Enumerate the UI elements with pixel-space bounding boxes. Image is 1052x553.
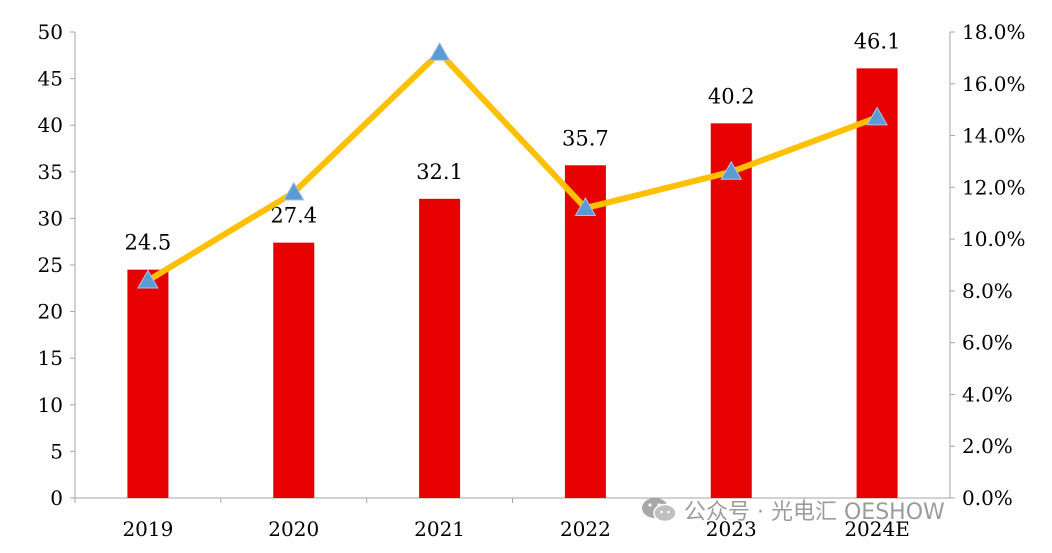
triangle-marker [137, 269, 159, 289]
line-markers [137, 41, 888, 289]
bar [273, 242, 315, 498]
y-left-tick-label: 25 [38, 253, 63, 277]
bar [564, 165, 606, 498]
watermark-text: 公众号 · 光电汇 OESHOW [684, 500, 945, 525]
y-right-tick-label: 6.0% [962, 331, 1013, 355]
y-right-tick-label: 12.0% [962, 175, 1026, 199]
wechat-icon [642, 498, 677, 523]
y-left-tick-label: 35 [38, 160, 63, 184]
bar-data-label: 24.5 [125, 231, 172, 255]
bar [419, 198, 461, 498]
x-tick-label: 2022 [560, 517, 611, 541]
y-right-tick-label: 14.0% [962, 124, 1026, 148]
y-right-tick-label: 18.0% [962, 20, 1026, 44]
x-tick-label: 2023 [706, 517, 757, 541]
y-right-tick-label: 2.0% [962, 434, 1013, 458]
chart-axes [70, 31, 955, 503]
bar [710, 123, 752, 498]
triangle-marker [282, 181, 305, 201]
bar-data-label: 35.7 [562, 126, 609, 150]
bar [856, 68, 898, 499]
y-right-tick-label: 4.0% [962, 382, 1013, 406]
y-left-tick-label: 30 [38, 206, 63, 230]
triangle-marker [428, 41, 451, 61]
bar-data-label: 40.2 [708, 84, 755, 108]
y-left-tick-label: 45 [38, 67, 63, 91]
y-left-tick-label: 0 [50, 486, 63, 510]
y-left-tick-label: 5 [50, 439, 63, 463]
y-right-tick-label: 8.0% [962, 279, 1013, 303]
triangle-marker [866, 106, 888, 126]
bar [127, 269, 169, 498]
y-left-tick-label: 50 [38, 20, 63, 44]
tick-labels: 0 5 10 15 20 25 30 35 40 45 50 0.0% 2.0% 4.0% 6.0% 8.0%… [38, 20, 1026, 541]
bar-series [127, 68, 898, 499]
x-tick-label: 2019 [122, 517, 173, 541]
y-left-tick-label: 20 [38, 300, 63, 324]
y-left-tick-label: 40 [38, 113, 63, 137]
line-series [144, 49, 881, 284]
x-tick-label: 2021 [414, 517, 465, 541]
y-right-tick-label: 0.0% [962, 486, 1013, 510]
y-right-tick-label: 16.0% [962, 72, 1026, 96]
bar-data-label: 32.1 [416, 160, 463, 184]
bar-data-label: 27.4 [270, 204, 317, 228]
x-tick-label: 2020 [268, 517, 319, 541]
watermark: 公众号 · 光电汇 OESHOW [640, 494, 945, 526]
triangle-marker [720, 160, 743, 180]
x-tick-label: 2024E [844, 517, 910, 541]
y-left-tick-label: 10 [38, 393, 63, 417]
triangle-marker [574, 197, 597, 217]
y-left-tick-label: 15 [38, 346, 63, 370]
y-right-tick-label: 10.0% [962, 227, 1026, 251]
bar-data-label: 46.1 [854, 29, 901, 53]
bar-data-labels: 24.5 27.4 32.1 35.7 40.2 46.1 [125, 29, 901, 254]
growth-line [144, 49, 881, 284]
